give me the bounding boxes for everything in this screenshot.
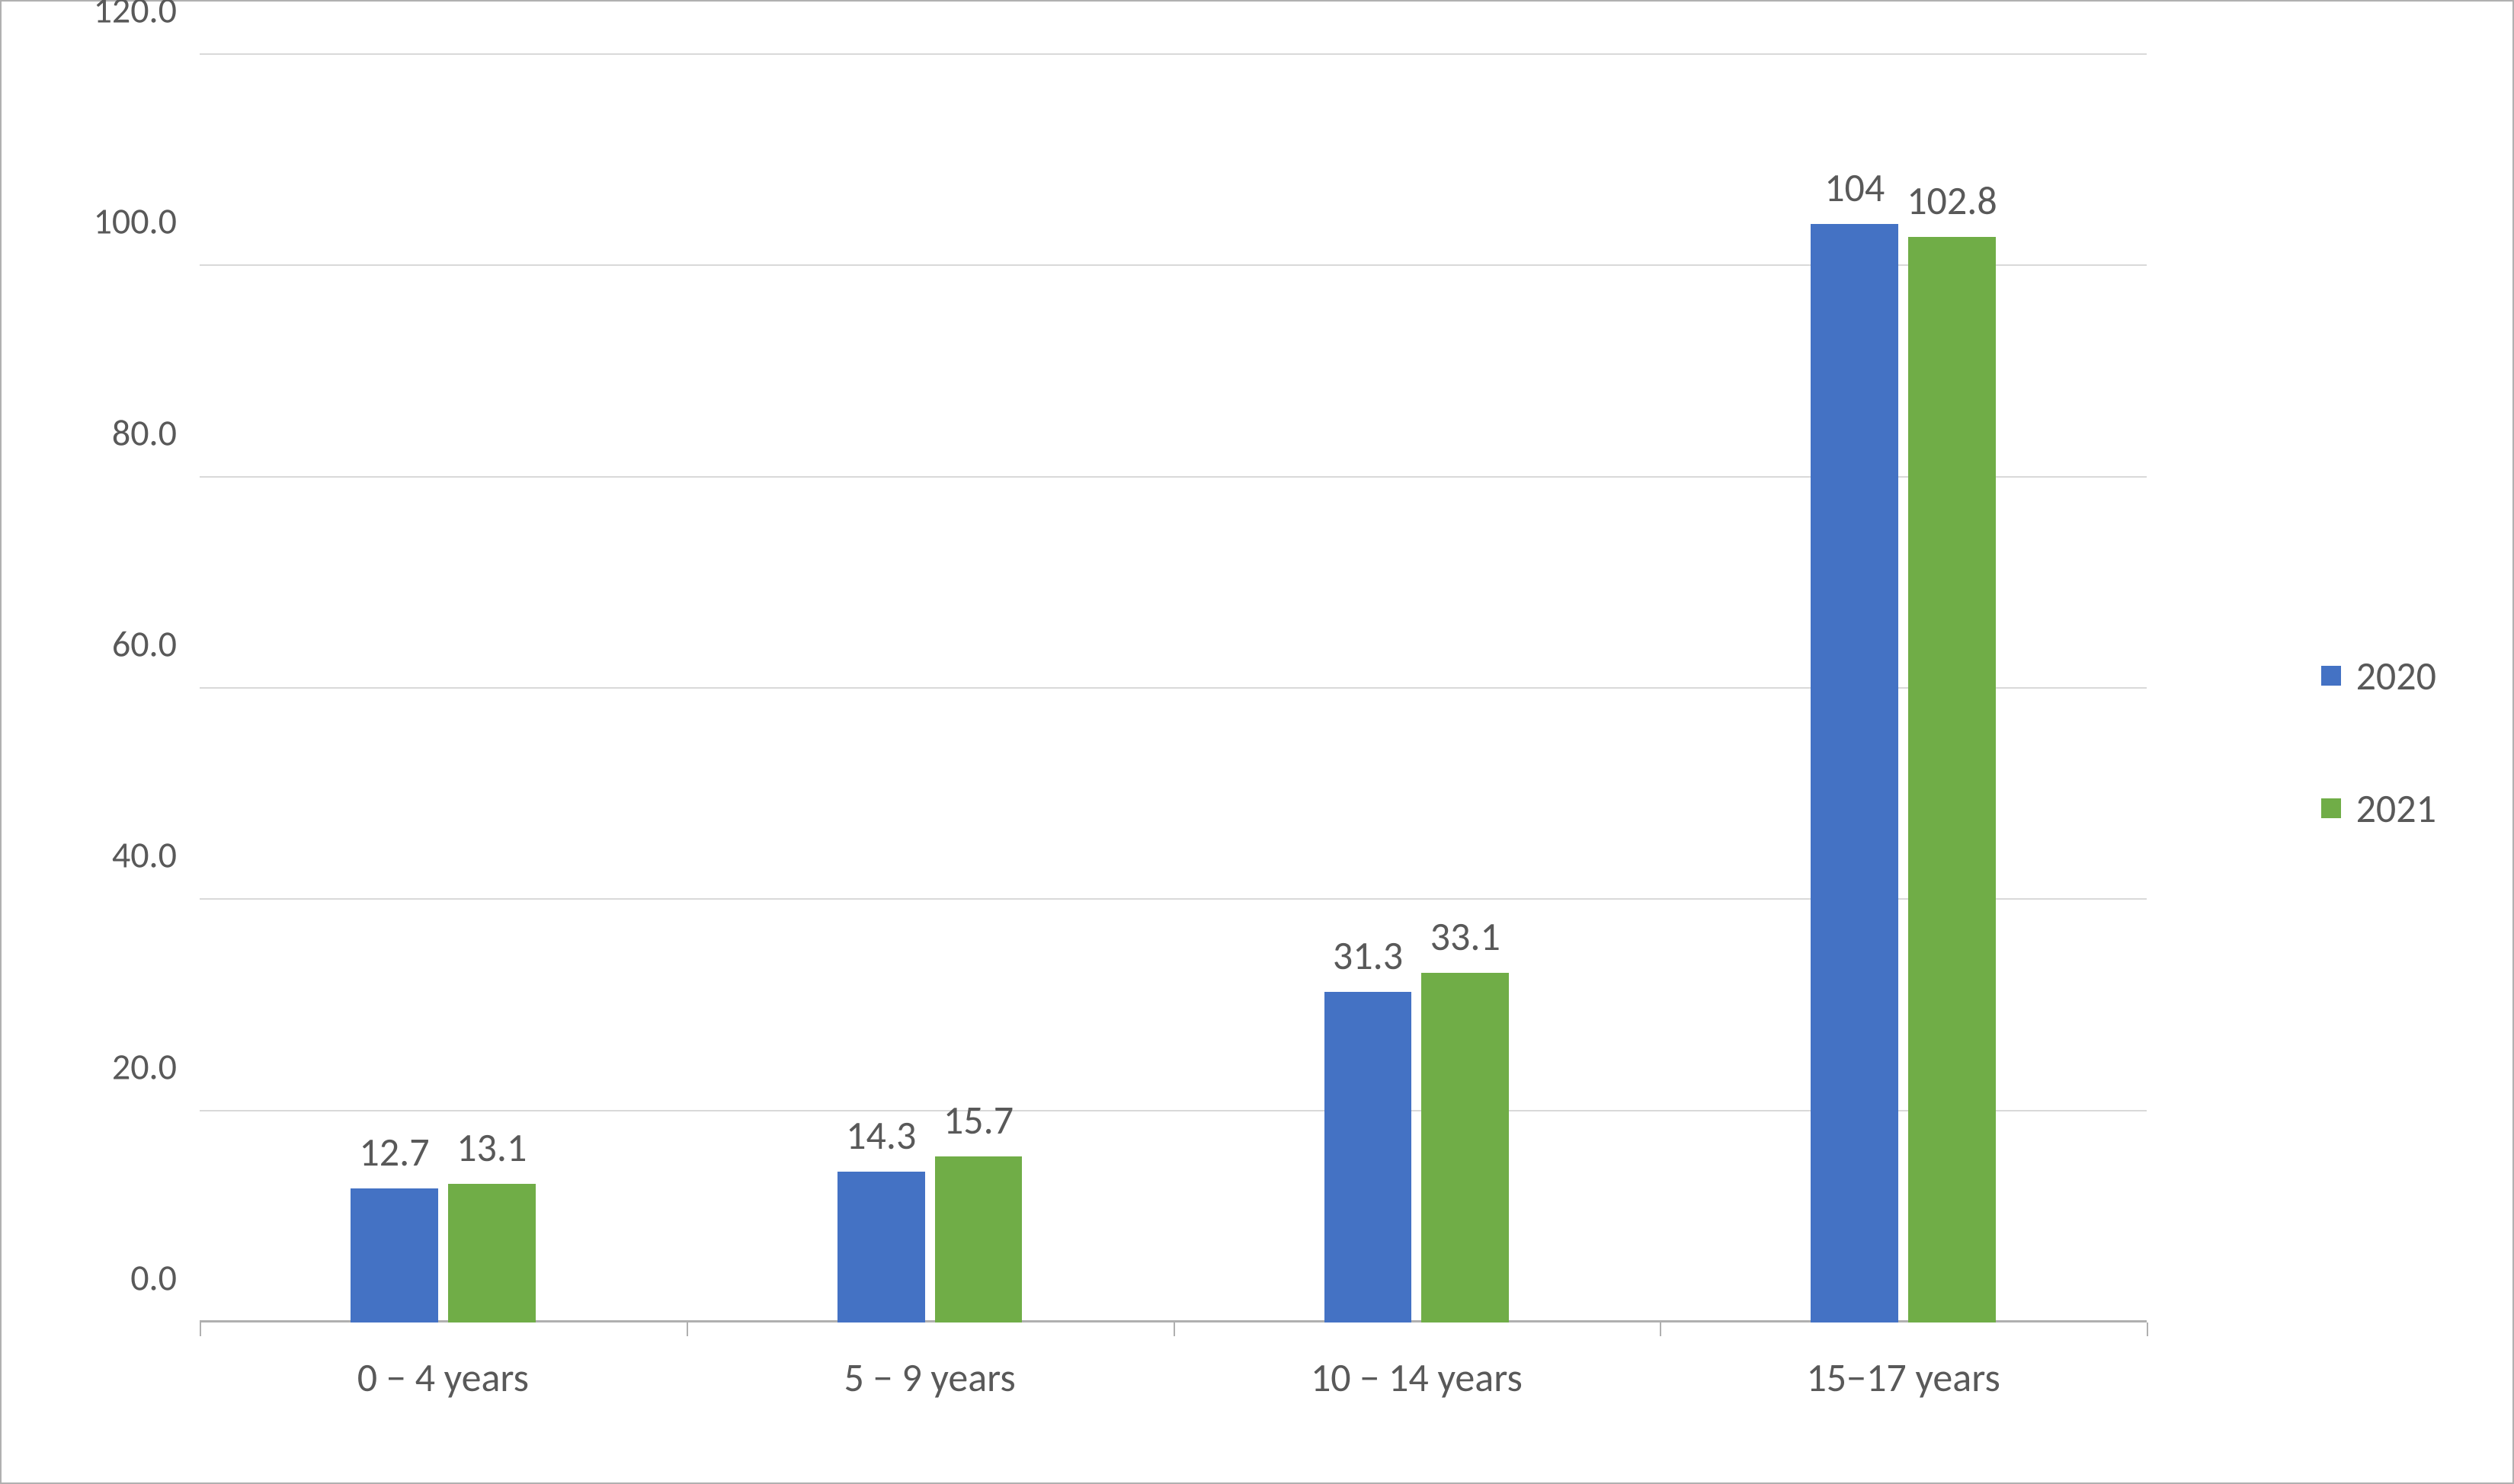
legend: 2020 2021 — [2321, 651, 2436, 833]
bar: 13.1 — [448, 1184, 536, 1322]
bar-value-label: 31.3 — [1333, 931, 1403, 992]
bar-value-label: 13.1 — [456, 1123, 527, 1184]
chart-inner: 0 − 4 years12.713.15 − 9 years14.315.710… — [32, 32, 2482, 1452]
legend-item: 2020 — [2321, 651, 2436, 700]
bar: 12.7 — [351, 1188, 438, 1322]
y-axis-tick-label: 40.0 — [112, 833, 200, 878]
category-group: 15−17 years104102.8 — [1660, 55, 2147, 1322]
bar-value-label: 104 — [1824, 163, 1885, 224]
x-axis-category-label: 15−17 years — [1660, 1322, 2147, 1402]
x-axis-tick — [2147, 1322, 2148, 1336]
x-axis-category-label: 5 − 9 years — [687, 1322, 1174, 1402]
bar: 104 — [1811, 224, 1898, 1322]
category-group: 0 − 4 years12.713.1 — [200, 55, 687, 1322]
bar: 14.3 — [837, 1172, 925, 1322]
bar: 31.3 — [1324, 992, 1412, 1322]
bar: 102.8 — [1908, 237, 1996, 1322]
y-axis-tick-label: 120.0 — [94, 0, 200, 33]
bar: 15.7 — [935, 1156, 1023, 1322]
plot-canvas: 0 − 4 years12.713.15 − 9 years14.315.710… — [200, 55, 2147, 1322]
plot-area: 0 − 4 years12.713.15 − 9 years14.315.710… — [200, 55, 2147, 1322]
bar-value-label: 14.3 — [846, 1111, 916, 1172]
bar-value-label: 102.8 — [1907, 176, 1997, 237]
bar-value-label: 33.1 — [1430, 912, 1500, 973]
chart-container: 0 − 4 years12.713.15 − 9 years14.315.710… — [0, 0, 2514, 1484]
legend-label: 2021 — [2356, 784, 2436, 833]
legend-swatch — [2321, 666, 2341, 686]
y-axis-tick-label: 60.0 — [112, 622, 200, 667]
legend-label: 2020 — [2356, 651, 2436, 700]
y-axis-tick-label: 80.0 — [112, 410, 200, 455]
y-axis-tick-label: 0.0 — [130, 1255, 200, 1300]
category-group: 10 − 14 years31.333.1 — [1174, 55, 1661, 1322]
legend-item: 2021 — [2321, 784, 2436, 833]
x-axis-category-label: 0 − 4 years — [200, 1322, 687, 1402]
y-axis-tick-label: 100.0 — [94, 199, 200, 244]
legend-swatch — [2321, 798, 2341, 818]
bar-value-label: 12.7 — [359, 1127, 429, 1188]
bar-value-label: 15.7 — [943, 1095, 1014, 1156]
x-axis-category-label: 10 − 14 years — [1174, 1322, 1661, 1402]
y-axis-tick-label: 20.0 — [112, 1044, 200, 1089]
category-group: 5 − 9 years14.315.7 — [687, 55, 1174, 1322]
bar: 33.1 — [1421, 973, 1509, 1322]
